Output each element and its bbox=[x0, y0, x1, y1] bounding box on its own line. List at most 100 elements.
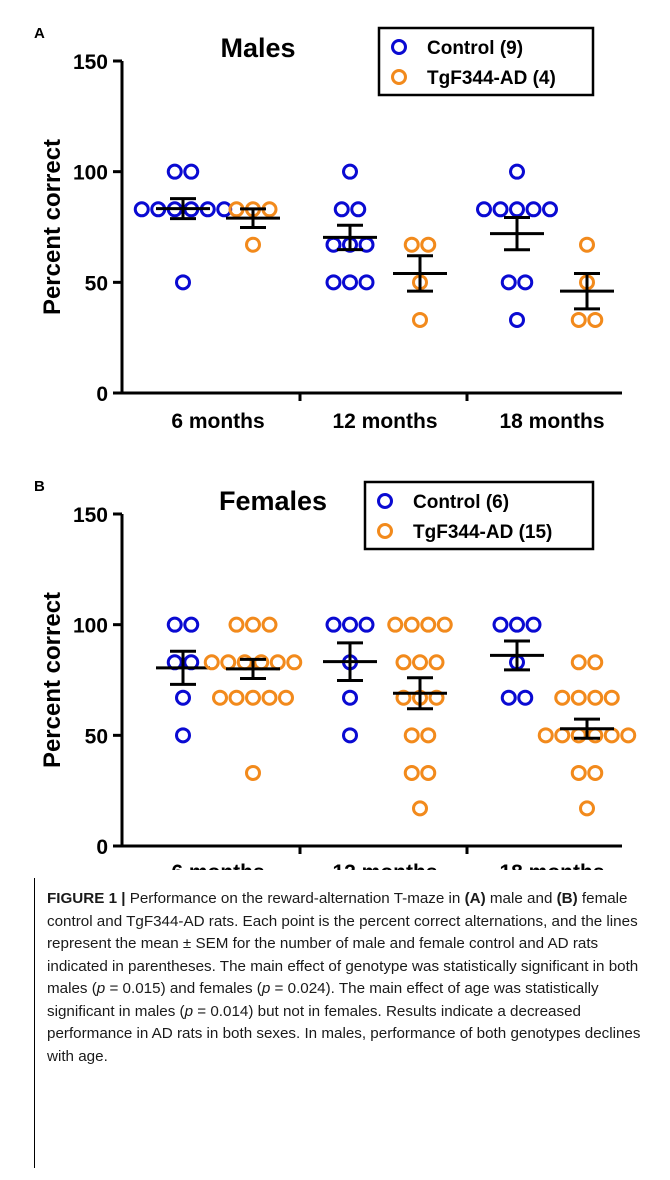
panel-label: B bbox=[34, 478, 45, 495]
data-point bbox=[395, 689, 412, 706]
legend-box bbox=[363, 480, 595, 551]
data-point bbox=[342, 274, 358, 291]
data-point bbox=[509, 311, 525, 328]
data-point bbox=[412, 654, 428, 671]
data-point bbox=[245, 236, 261, 253]
caption-figure-label: FIGURE 1 | bbox=[47, 890, 126, 907]
x-tick-label: 18 months bbox=[499, 410, 604, 433]
data-point bbox=[403, 764, 420, 781]
data-point bbox=[212, 689, 228, 706]
data-point bbox=[342, 689, 358, 706]
y-axis-label: Percent correct bbox=[39, 139, 66, 315]
data-point bbox=[269, 654, 286, 671]
data-point bbox=[220, 654, 237, 671]
legend-box bbox=[377, 26, 595, 97]
y-axis-label: Percent correct bbox=[39, 592, 66, 768]
y-tick-label: 0 bbox=[96, 383, 108, 406]
data-point bbox=[342, 616, 358, 633]
caption-p-symbol: p bbox=[96, 980, 106, 997]
data-point bbox=[403, 727, 420, 744]
data-point bbox=[420, 764, 437, 781]
y-tick-label: 100 bbox=[73, 615, 108, 638]
data-point bbox=[403, 616, 420, 633]
data-point bbox=[253, 654, 270, 671]
legend-marker bbox=[377, 493, 393, 509]
data-point bbox=[542, 201, 558, 218]
y-tick-label: 100 bbox=[73, 162, 108, 185]
data-point bbox=[245, 616, 261, 633]
y-tick-label: 50 bbox=[85, 725, 108, 748]
caption-panel-a-ref: (A) bbox=[464, 890, 486, 907]
data-point bbox=[579, 236, 595, 253]
data-point bbox=[492, 201, 509, 218]
data-point bbox=[261, 689, 278, 706]
legend-marker bbox=[391, 39, 407, 55]
data-point bbox=[261, 616, 278, 633]
data-point bbox=[570, 689, 587, 706]
data-point bbox=[412, 311, 428, 328]
data-point bbox=[500, 689, 517, 706]
caption-p-symbol: p bbox=[184, 1002, 194, 1020]
data-point bbox=[517, 274, 534, 291]
caption-text: = 0.015) and females ( bbox=[105, 980, 262, 997]
data-point bbox=[509, 616, 525, 633]
legend-marker bbox=[377, 523, 393, 539]
x-tick-label: 12 months bbox=[332, 861, 437, 870]
data-point bbox=[500, 274, 517, 291]
x-tick-label: 6 months bbox=[171, 861, 264, 870]
data-point bbox=[525, 201, 542, 218]
data-point bbox=[517, 689, 534, 706]
data-point bbox=[358, 274, 375, 291]
data-point bbox=[245, 689, 261, 706]
x-tick-label: 6 months bbox=[171, 410, 264, 433]
legend-label: Control (6) bbox=[413, 492, 509, 513]
data-point bbox=[509, 201, 525, 218]
data-point bbox=[509, 163, 525, 180]
data-point bbox=[166, 163, 183, 180]
data-point bbox=[350, 201, 367, 218]
data-point bbox=[420, 236, 437, 253]
data-point bbox=[525, 616, 542, 633]
panel-b-females: B Females Percent correct 0 50 100 150 6 months… bbox=[34, 478, 637, 870]
data-point bbox=[228, 616, 245, 633]
panel-a-males: A Males Percent correct 0 50 100 150 6 months 12… bbox=[34, 25, 622, 433]
data-point bbox=[342, 727, 358, 744]
chart-title: Females bbox=[219, 486, 327, 516]
data-point bbox=[325, 616, 342, 633]
caption-text: Performance on the reward-alternation T-… bbox=[125, 890, 465, 907]
data-point bbox=[492, 616, 509, 633]
data-point bbox=[436, 616, 453, 633]
data-point bbox=[412, 800, 428, 817]
figure-canvas: A Males Percent correct 0 50 100 150 6 months 12… bbox=[34, 25, 637, 870]
data-point bbox=[286, 654, 303, 671]
data-point bbox=[428, 654, 445, 671]
data-point bbox=[570, 727, 587, 744]
data-point bbox=[183, 616, 200, 633]
data-point bbox=[554, 689, 571, 706]
data-point bbox=[476, 201, 492, 218]
data-point bbox=[587, 764, 604, 781]
data-point bbox=[570, 311, 587, 328]
data-point bbox=[420, 727, 437, 744]
data-point bbox=[570, 654, 587, 671]
caption-text: = 0.014) but not in females. Results ind… bbox=[47, 1002, 641, 1065]
data-point bbox=[420, 616, 437, 633]
data-point bbox=[166, 616, 183, 633]
y-tick-label: 50 bbox=[85, 272, 108, 295]
y-tick-label: 0 bbox=[96, 836, 108, 859]
caption-text: female control and TgF344-AD rats. Each … bbox=[47, 890, 639, 997]
caption-p-symbol: p bbox=[261, 980, 271, 997]
data-point bbox=[245, 764, 261, 781]
caption-text: male and bbox=[485, 890, 557, 907]
data-point bbox=[183, 163, 200, 180]
data-point bbox=[603, 689, 620, 706]
data-point bbox=[203, 654, 220, 671]
data-point bbox=[133, 201, 150, 218]
data-point bbox=[620, 727, 637, 744]
data-point bbox=[403, 236, 420, 253]
data-point bbox=[175, 689, 191, 706]
data-point bbox=[175, 274, 191, 291]
x-tick-label: 12 months bbox=[332, 410, 437, 433]
data-point bbox=[587, 727, 604, 744]
chart-title: Males bbox=[220, 33, 295, 63]
